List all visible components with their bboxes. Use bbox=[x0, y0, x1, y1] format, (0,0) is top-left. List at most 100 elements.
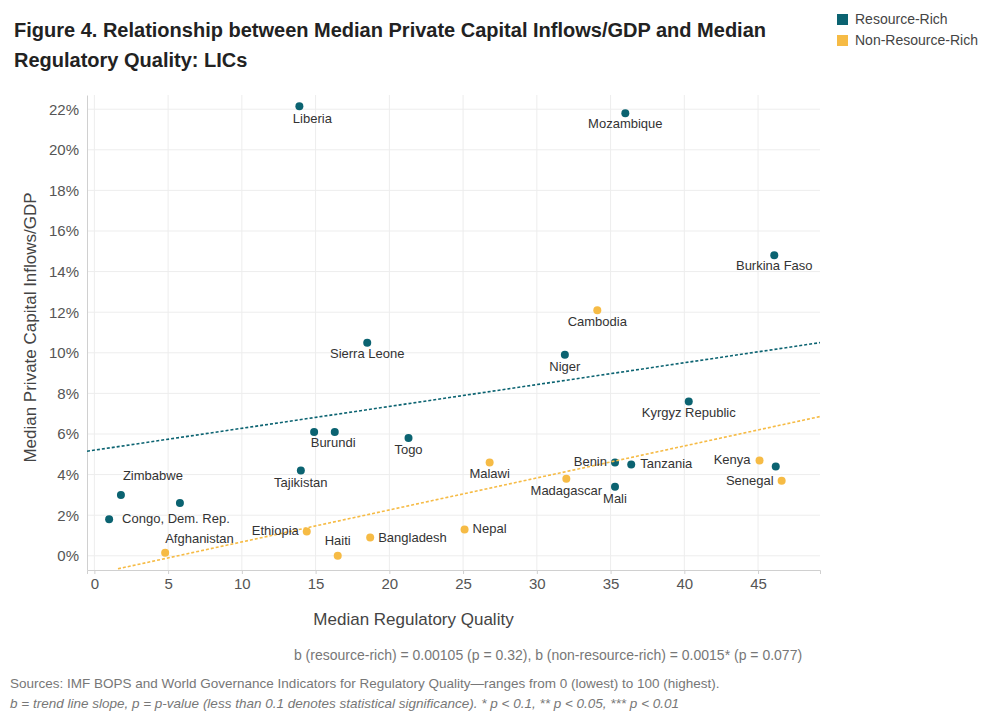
y-tick: 8% bbox=[57, 385, 87, 402]
point-label: Niger bbox=[549, 359, 581, 374]
point bbox=[117, 491, 125, 499]
annotation: b (resource-rich) = 0.00105 (p = 0.32), … bbox=[294, 647, 802, 663]
point bbox=[161, 549, 169, 557]
point-label: Benin bbox=[574, 454, 607, 469]
y-tick: 4% bbox=[57, 466, 87, 483]
y-tick-label: 12% bbox=[49, 304, 79, 321]
y-tick: 12% bbox=[49, 304, 87, 321]
grid-line-y bbox=[87, 555, 820, 556]
footnote: Sources: IMF BOPS and World Governance I… bbox=[10, 676, 720, 691]
point bbox=[561, 351, 569, 359]
point bbox=[778, 477, 786, 485]
y-tick-label: 14% bbox=[49, 263, 79, 280]
legend-label: Resource-Rich bbox=[855, 11, 948, 27]
grid bbox=[87, 95, 820, 570]
x-tick-label: 40 bbox=[676, 575, 693, 592]
x-tick-label: 20 bbox=[382, 575, 399, 592]
point-label: Burundi bbox=[311, 435, 356, 450]
x-tick-label: 30 bbox=[529, 575, 546, 592]
x-tick-label: 10 bbox=[234, 575, 251, 592]
x-tick: 15 bbox=[308, 570, 325, 592]
point-label: Haiti bbox=[325, 533, 351, 548]
point bbox=[297, 467, 305, 475]
point bbox=[334, 552, 342, 560]
y-tick-label: 4% bbox=[57, 466, 79, 483]
grid-line-x bbox=[758, 95, 759, 570]
point-label: Afghanistan bbox=[165, 531, 234, 546]
x-tick-label: 35 bbox=[603, 575, 620, 592]
y-tick: 2% bbox=[57, 506, 87, 523]
grid-line-y bbox=[87, 149, 820, 150]
grid-line-y bbox=[87, 109, 820, 110]
x-tick-mark bbox=[758, 570, 759, 574]
trend-line bbox=[87, 343, 820, 452]
y-tick-label: 2% bbox=[57, 506, 79, 523]
x-axis: 051015202530354045 bbox=[88, 570, 821, 592]
grid-line-x bbox=[684, 95, 685, 570]
y-tick-label: 0% bbox=[57, 547, 79, 564]
point-label: Senegal bbox=[726, 473, 774, 488]
point-label: Sierra Leone bbox=[330, 346, 404, 361]
x-tick: 10 bbox=[234, 570, 251, 592]
point-label: Togo bbox=[394, 442, 422, 457]
x-tick: 40 bbox=[676, 570, 693, 592]
legend: Resource-Rich Non-Resource-Rich bbox=[837, 11, 978, 48]
x-tick: 20 bbox=[382, 570, 399, 592]
point-label: Tanzania bbox=[640, 456, 693, 471]
y-tick: 0% bbox=[57, 547, 87, 564]
x-axis-line bbox=[88, 571, 821, 575]
legend-swatch bbox=[837, 14, 848, 25]
y-tick-label: 18% bbox=[49, 182, 79, 199]
y-tick-label: 6% bbox=[57, 425, 79, 442]
legend-item: Resource-Rich bbox=[837, 11, 948, 27]
y-tick: 16% bbox=[49, 222, 87, 239]
legend-label: Non-Resource-Rich bbox=[855, 32, 978, 48]
point-label: Mozambique bbox=[588, 116, 662, 131]
trend-line bbox=[118, 417, 820, 569]
grid-line-y bbox=[87, 231, 820, 232]
x-tick-mark bbox=[242, 570, 243, 574]
point-label: Mali bbox=[603, 491, 627, 506]
x-tick-mark bbox=[389, 570, 390, 574]
point bbox=[486, 458, 494, 466]
point bbox=[303, 527, 311, 535]
point-label: Congo, Dem. Rep. bbox=[122, 511, 230, 526]
point-label: Nepal bbox=[473, 521, 507, 536]
chart: Figure 4. Relationship between Median Pr… bbox=[0, 0, 1000, 725]
point-label: Bangladesh bbox=[378, 530, 447, 545]
footnote: b = trend line slope, p = p-value (less … bbox=[10, 696, 679, 711]
point-label: Kenya bbox=[714, 452, 752, 467]
grid-line-y bbox=[87, 352, 820, 353]
y-tick-label: 10% bbox=[49, 344, 79, 361]
y-tick: 10% bbox=[49, 344, 87, 361]
x-tick-mark bbox=[684, 570, 685, 574]
point-label: Kyrgyz Republic bbox=[642, 405, 736, 420]
grid-line-y bbox=[87, 271, 820, 272]
point bbox=[295, 102, 303, 110]
plot-area bbox=[87, 102, 820, 569]
legend-item: Non-Resource-Rich bbox=[837, 32, 978, 48]
grid-line-x bbox=[536, 95, 537, 570]
point-label: Ethiopia bbox=[252, 523, 300, 538]
grid-line-y bbox=[87, 190, 820, 191]
y-tick-label: 16% bbox=[49, 222, 79, 239]
point-labels: LiberiaMozambiqueBurkina FasoSierra Leon… bbox=[122, 111, 812, 548]
x-tick-label: 5 bbox=[164, 575, 172, 592]
x-tick-mark bbox=[537, 570, 538, 574]
point-label: Liberia bbox=[293, 111, 333, 126]
point bbox=[562, 475, 570, 483]
y-tick: 14% bbox=[49, 263, 87, 280]
grid-line-x bbox=[241, 95, 242, 570]
x-tick-label: 45 bbox=[750, 575, 767, 592]
point bbox=[772, 462, 780, 470]
point-label: Madagascar bbox=[531, 483, 603, 498]
grid-line-x bbox=[463, 95, 464, 570]
x-tick-label: 0 bbox=[91, 575, 99, 592]
title: Figure 4. Relationship between Median Pr… bbox=[14, 19, 766, 71]
point bbox=[105, 515, 113, 523]
point bbox=[593, 306, 601, 314]
point bbox=[611, 483, 619, 491]
y-tick-label: 20% bbox=[49, 141, 79, 158]
x-tick-label: 15 bbox=[308, 575, 325, 592]
point bbox=[366, 534, 374, 542]
